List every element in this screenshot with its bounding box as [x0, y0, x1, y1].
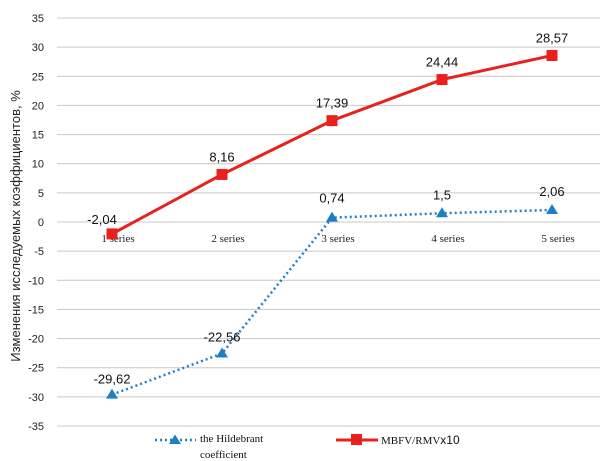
hildebrant-point — [106, 388, 118, 399]
legend-label-hildebrant-line1: the Hildebrant — [200, 433, 263, 445]
hildebrant-point — [326, 211, 338, 222]
hildebrant-point — [436, 207, 448, 218]
legend-label-hildebrant-line2: coefficient — [200, 449, 247, 461]
mbfv-data-label: 8,16 — [209, 149, 234, 164]
y-tick-label: 5 — [38, 188, 44, 200]
series-line-mbfv — [111, 54, 553, 236]
hildebrant-point — [216, 347, 228, 358]
x-category-label: 3 series — [321, 233, 354, 245]
y-tick-label: 30 — [32, 42, 44, 54]
y-tick-label: 10 — [32, 159, 44, 171]
mbfv-point — [546, 49, 558, 61]
legend-label-mbfv-suffix: x10 — [440, 433, 460, 447]
x-axis-categories: 1 series 2 series 3 series 4 series 5 series — [101, 233, 574, 245]
data-labels: -29,62 -22,56 0,74 1,5 2,06 -2,04 8,16 17,39 24,… — [87, 30, 568, 386]
y-axis-label: Изменения исследуемых коэффициентов, % — [8, 90, 23, 362]
mbfv-data-label: 28,57 — [536, 30, 569, 45]
legend-item-mbfv: MBFV/RMVx10 — [336, 433, 460, 447]
y-tick-label: 15 — [32, 130, 44, 142]
gridlines — [57, 17, 600, 427]
mbfv-point — [216, 168, 228, 180]
mbfv-point — [326, 115, 338, 127]
y-tick-label: -15 — [28, 304, 44, 316]
legend: the Hildebrant coefficient MBFV/RMVx10 — [155, 433, 460, 461]
hildebrant-data-label: 1,5 — [433, 187, 451, 202]
mbfv-point — [436, 74, 448, 86]
mbfv-data-label: 24,44 — [426, 55, 459, 70]
series-layer — [106, 49, 558, 399]
mbfv-data-label: -2,04 — [87, 212, 117, 227]
mbfv-data-label: 17,39 — [316, 96, 349, 111]
legend-label-mbfv-main: MBFV/RMV — [381, 435, 440, 447]
x-category-label: 4 series — [431, 233, 464, 245]
y-tick-label: 25 — [32, 71, 44, 83]
hildebrant-data-label: -29,62 — [94, 372, 131, 387]
y-tick-label: -35 — [28, 421, 44, 433]
y-tick-label: 35 — [32, 13, 44, 25]
y-tick-label: -10 — [28, 275, 44, 287]
hildebrant-data-label: -22,56 — [204, 329, 241, 344]
hildebrant-point — [546, 203, 558, 214]
legend-item-hildebrant: the Hildebrant coefficient — [155, 433, 263, 461]
hildebrant-data-label: 2,06 — [539, 184, 564, 199]
y-tick-label: -30 — [28, 392, 44, 404]
y-axis: 35 30 25 20 15 10 5 0 -5 -10 -15 -20 -25 -30 -35 — [28, 13, 44, 433]
legend-label-mbfv: MBFV/RMVx10 — [381, 433, 460, 447]
legend-marker-triangle — [169, 434, 181, 444]
y-tick-label: -5 — [34, 246, 44, 258]
y-tick-label: 20 — [32, 100, 44, 112]
legend-marker-square — [351, 434, 362, 445]
x-category-label: 2 series — [211, 233, 244, 245]
y-tick-label: -25 — [28, 363, 44, 375]
x-category-label: 5 series — [541, 233, 574, 245]
x-category-label: 1 series — [101, 233, 134, 245]
hildebrant-data-label: 0,74 — [319, 191, 344, 206]
mbfv-point — [106, 228, 118, 240]
y-tick-label: 0 — [38, 217, 44, 229]
y-tick-label: -20 — [28, 334, 44, 346]
